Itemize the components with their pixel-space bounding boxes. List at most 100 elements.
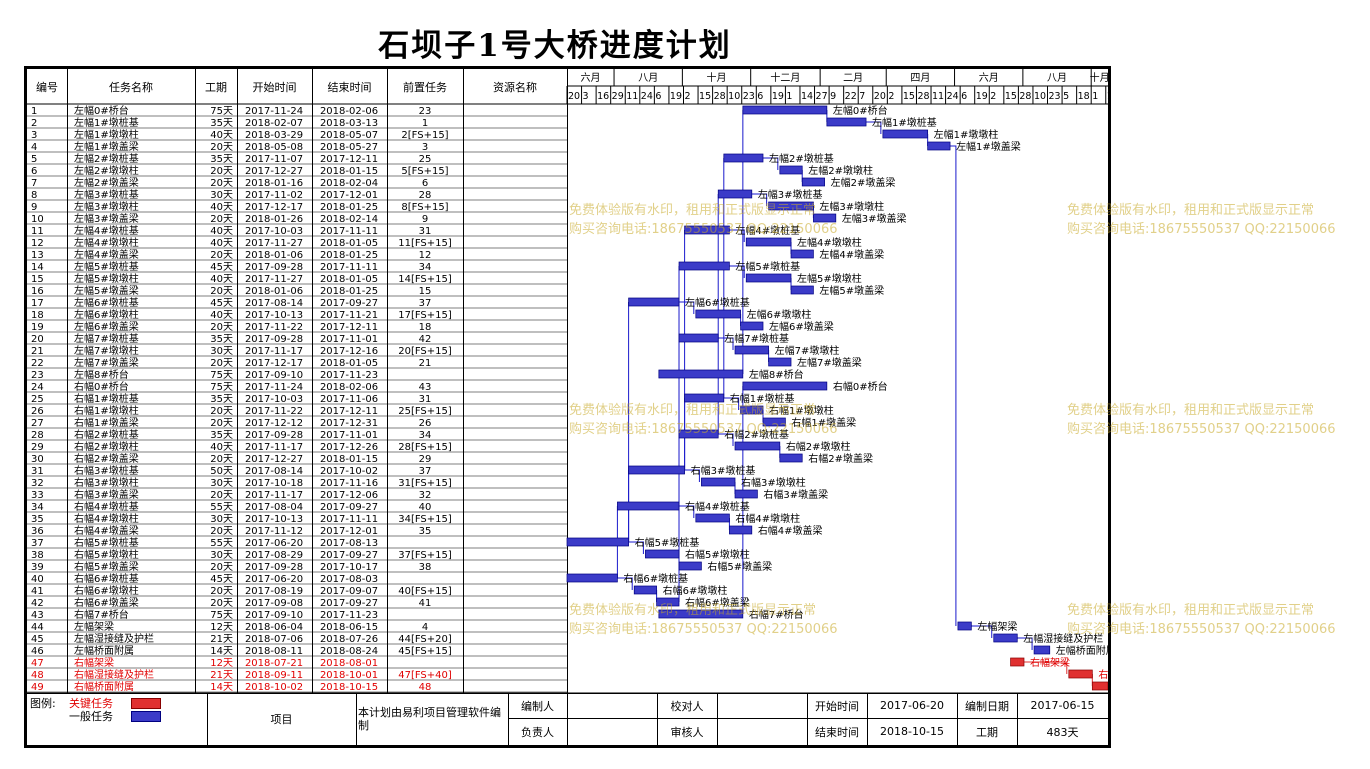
task-end: 2017-09-27 xyxy=(320,298,378,309)
duration-label: 工期 xyxy=(976,725,998,739)
task-end: 2017-10-17 xyxy=(320,562,378,573)
timeline-day: 9 xyxy=(830,91,836,102)
task-start: 2017-11-24 xyxy=(245,106,303,117)
header-pred: 前置任务 xyxy=(403,80,447,94)
task-name: 左幅1#墩桩基 xyxy=(74,116,139,129)
task-bar-label: 左幅1#墩桩基 xyxy=(872,116,937,129)
task-end: 2017-12-26 xyxy=(320,442,378,453)
task-bar-label: 右幅4#墩桩基 xyxy=(685,500,750,513)
task-start: 2017-09-28 xyxy=(245,430,303,441)
task-duration: 14天 xyxy=(210,682,233,693)
task-name: 右幅2#墩墩柱 xyxy=(74,440,139,453)
legend-critical-swatch xyxy=(131,698,161,709)
task-bar-label: 右幅3#墩墩柱 xyxy=(741,476,806,489)
timeline-day: 23 xyxy=(743,91,755,102)
timeline-day: 27 xyxy=(816,91,828,102)
task-id: 32 xyxy=(31,478,44,489)
task-name: 左幅6#墩墩柱 xyxy=(74,308,139,321)
task-bar xyxy=(695,513,730,523)
owner-label: 负责人 xyxy=(521,725,554,739)
task-predecessor: 37[FS+15] xyxy=(398,550,452,561)
task-bar xyxy=(779,453,803,463)
timeline-day: 23 xyxy=(1049,91,1061,102)
task-name: 右幅架梁 xyxy=(74,656,114,669)
task-bar-label: 左幅5#墩墩柱 xyxy=(797,272,862,285)
timeline-day: 1 xyxy=(1092,91,1098,102)
task-start: 2018-01-26 xyxy=(245,214,303,225)
task-start: 2017-11-02 xyxy=(245,190,303,201)
task-start: 2017-10-13 xyxy=(245,310,303,321)
task-name: 左幅4#墩桩基 xyxy=(74,224,139,237)
task-predecessor: 40 xyxy=(419,502,432,513)
task-duration: 75天 xyxy=(210,106,233,117)
task-start: 2018-07-06 xyxy=(245,634,303,645)
task-duration: 40天 xyxy=(210,130,233,141)
task-predecessor: 31[FS+15] xyxy=(398,478,452,489)
task-name: 左幅5#墩盖梁 xyxy=(74,284,139,297)
task-predecessor: 12 xyxy=(419,250,432,261)
task-predecessor: 38 xyxy=(419,562,432,573)
dependency-link xyxy=(679,301,695,314)
task-id: 26 xyxy=(31,406,44,417)
task-duration: 40天 xyxy=(210,226,233,237)
task-bar xyxy=(1033,645,1051,655)
dependency-link xyxy=(617,577,633,590)
task-predecessor: 17[FS+15] xyxy=(398,310,452,321)
task-bar-label: 右幅1#墩桩基 xyxy=(730,392,795,405)
task-end: 2018-08-01 xyxy=(320,658,378,669)
task-start: 2017-11-22 xyxy=(245,406,303,417)
end-value: 2018-10-15 xyxy=(880,725,944,738)
task-start: 2017-09-08 xyxy=(245,598,303,609)
task-end: 2017-11-23 xyxy=(320,610,378,621)
task-end: 2018-01-05 xyxy=(320,358,378,369)
task-end: 2017-12-06 xyxy=(320,490,378,501)
task-duration: 30天 xyxy=(210,346,233,357)
timeline-day: 7 xyxy=(859,91,865,102)
task-duration: 35天 xyxy=(210,118,233,129)
task-id: 20 xyxy=(31,334,44,345)
task-end: 2017-11-23 xyxy=(320,370,378,381)
task-bar-label: 右幅3#墩盖梁 xyxy=(763,488,828,501)
task-start: 2017-09-28 xyxy=(245,562,303,573)
task-duration: 50天 xyxy=(210,466,233,477)
task-predecessor: 41 xyxy=(419,598,432,609)
page-title: 石坝子1号大桥进度计划 xyxy=(378,28,732,64)
timeline-day: 29 xyxy=(612,91,624,102)
task-start: 2017-12-17 xyxy=(245,358,303,369)
timeline-day: 10 xyxy=(728,91,740,102)
compiler-label: 编制人 xyxy=(521,699,554,713)
task-start: 2018-08-11 xyxy=(245,646,303,657)
task-duration: 40天 xyxy=(210,202,233,213)
task-name: 左幅1#墩盖梁 xyxy=(74,140,139,153)
dependency-link xyxy=(866,121,882,134)
timeline-month: 十月 xyxy=(1090,71,1108,84)
task-predecessor: 34[FS+15] xyxy=(398,514,452,525)
task-name: 右幅0#桥台 xyxy=(74,380,129,393)
dependency-link xyxy=(729,265,745,278)
task-bar-label: 左幅6#墩墩柱 xyxy=(747,308,812,321)
task-predecessor: 11[FS+15] xyxy=(398,238,452,249)
task-bar xyxy=(645,549,680,559)
timeline-month: 四月 xyxy=(910,72,930,84)
start-value: 2017-06-20 xyxy=(880,699,944,712)
task-predecessor: 48 xyxy=(419,682,432,693)
task-duration: 20天 xyxy=(210,406,233,417)
task-start: 2017-11-12 xyxy=(245,526,303,537)
task-predecessor: 35 xyxy=(419,526,432,537)
task-start: 2018-06-04 xyxy=(245,622,303,633)
task-start: 2017-06-20 xyxy=(245,574,303,585)
task-start: 2017-06-20 xyxy=(245,538,303,549)
dependency-link xyxy=(718,433,734,446)
task-id: 25 xyxy=(31,394,44,405)
timeline-day: 20 xyxy=(568,91,580,102)
task-end: 2018-07-26 xyxy=(320,634,378,645)
task-bar xyxy=(745,237,792,247)
header-id: 编号 xyxy=(36,80,58,94)
task-end: 2018-01-15 xyxy=(320,454,378,465)
task-id: 1 xyxy=(31,106,37,117)
task-duration: 20天 xyxy=(210,166,233,177)
task-predecessor: 34 xyxy=(419,430,432,441)
legend-label: 图例: xyxy=(30,697,56,710)
task-name: 右幅4#墩盖梁 xyxy=(74,524,139,537)
task-predecessor: 18 xyxy=(419,322,432,333)
